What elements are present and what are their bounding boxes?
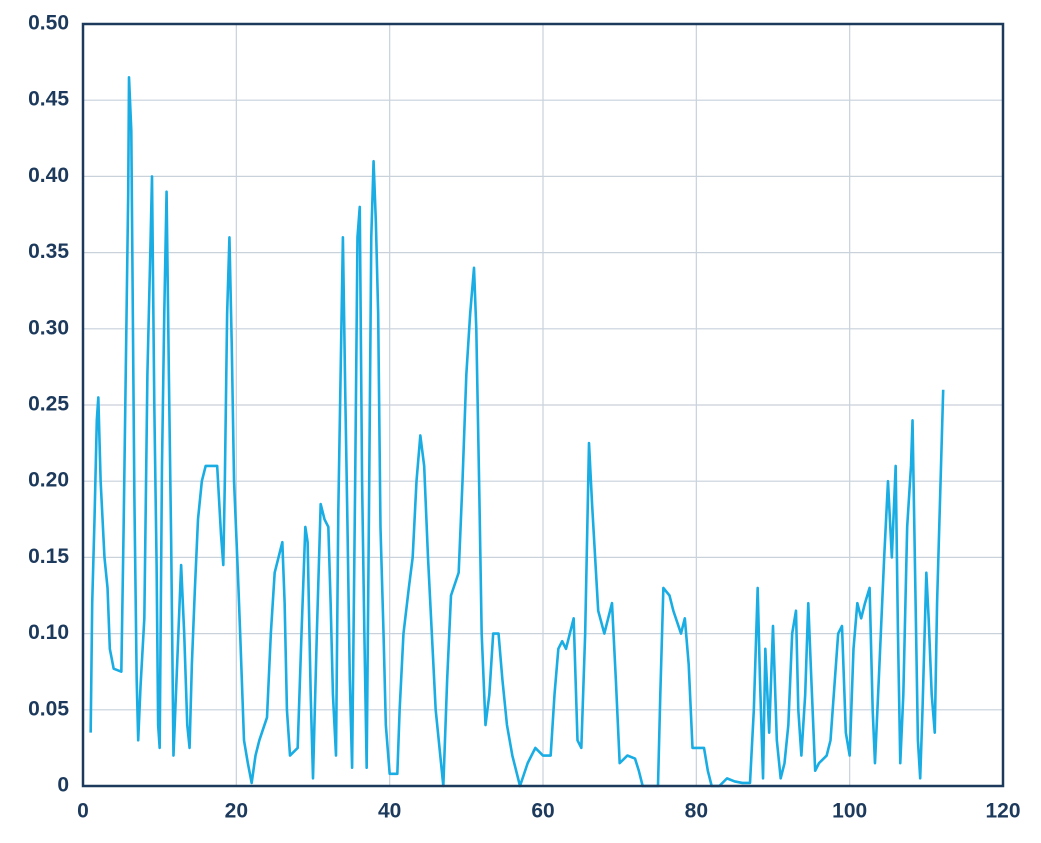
y-tick-label: 0.10 bbox=[28, 621, 69, 644]
x-tick-label: 20 bbox=[225, 800, 248, 823]
y-tick-label: 0.25 bbox=[28, 393, 69, 416]
y-tick-label: 0.50 bbox=[28, 12, 69, 35]
x-tick-label: 40 bbox=[378, 800, 401, 823]
x-tick-label: 80 bbox=[685, 800, 708, 823]
y-tick-label: 0 bbox=[57, 774, 69, 797]
y-tick-label: 0.05 bbox=[28, 697, 69, 720]
y-tick-label: 0.15 bbox=[28, 545, 69, 568]
y-tick-label: 0.40 bbox=[28, 164, 69, 187]
y-tick-label: 0.20 bbox=[28, 469, 69, 492]
y-tick-label: 0.35 bbox=[28, 240, 69, 263]
x-tick-label: 100 bbox=[832, 800, 867, 823]
x-tick-label: 60 bbox=[531, 800, 554, 823]
data-line bbox=[89, 76, 945, 788]
y-tick-label: 0.30 bbox=[28, 316, 69, 339]
x-tick-label: 120 bbox=[985, 800, 1020, 823]
plot-frame bbox=[81, 22, 1005, 788]
y-tick-label: 0.45 bbox=[28, 88, 69, 111]
x-tick-label: 0 bbox=[77, 800, 89, 823]
